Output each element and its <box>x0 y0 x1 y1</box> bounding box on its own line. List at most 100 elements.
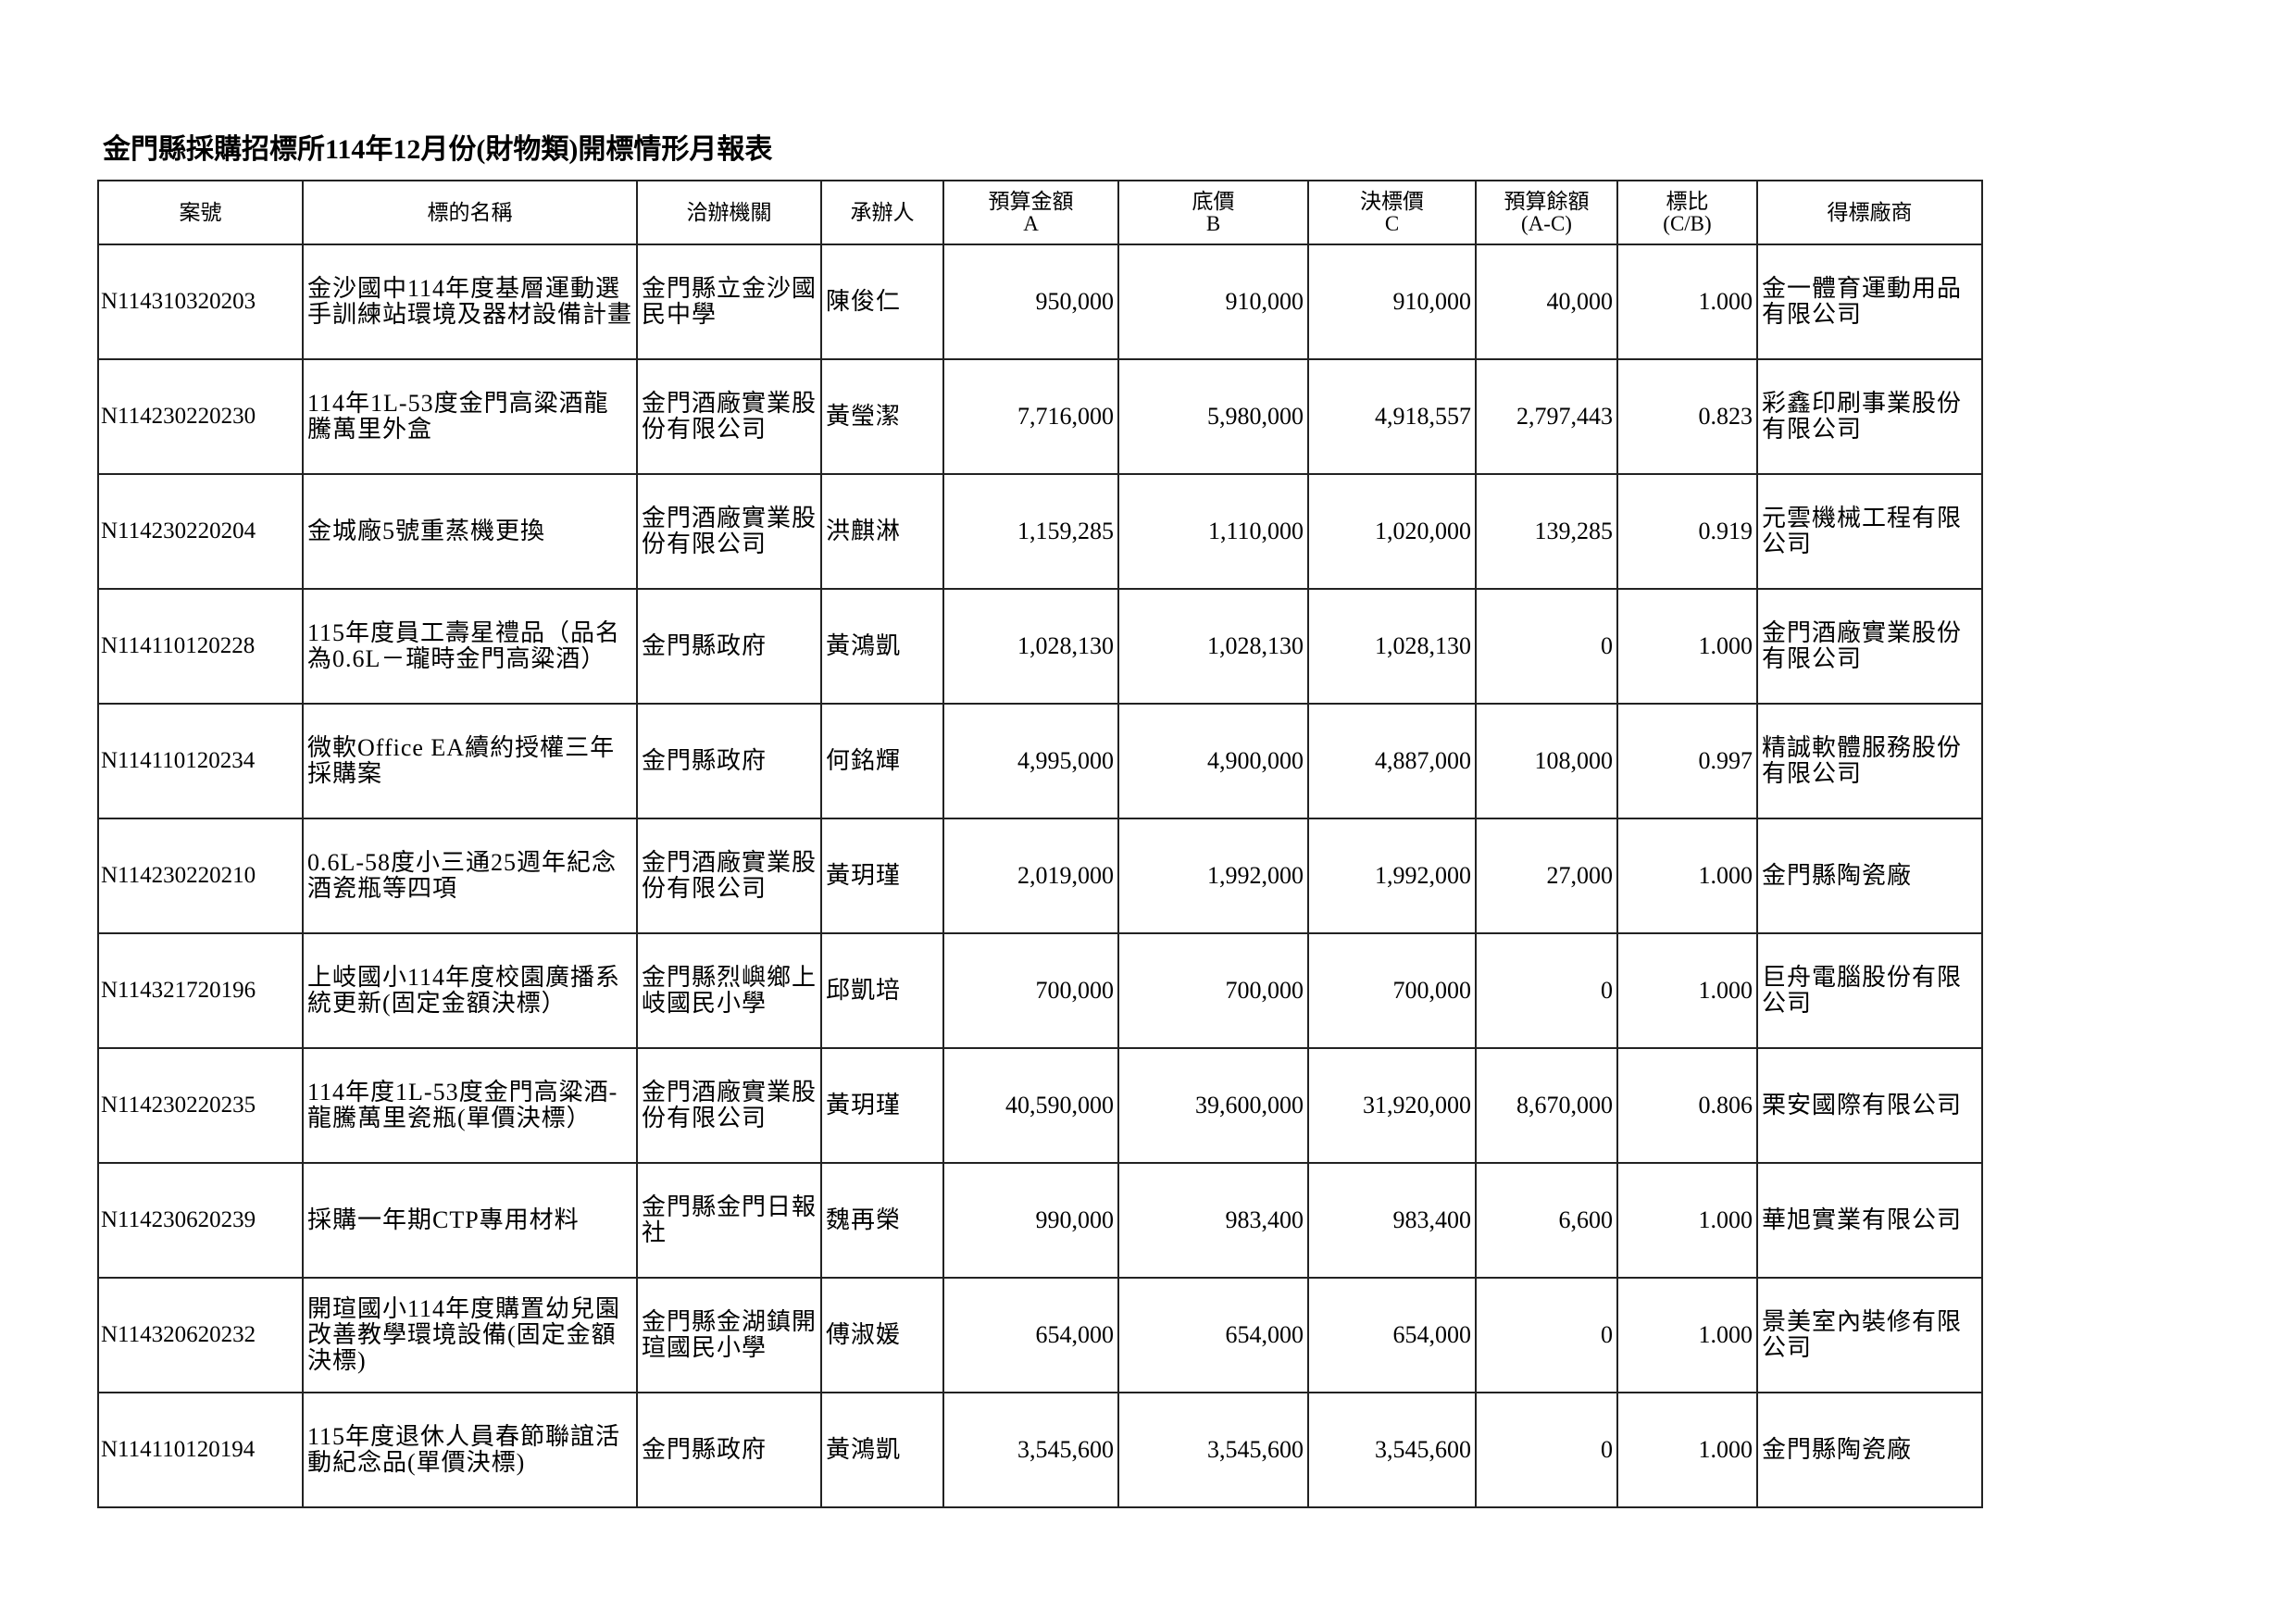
cell-agency: 金門縣政府 <box>636 1392 822 1508</box>
cell-ratio: 1.000 <box>1616 1392 1758 1508</box>
header-sublabel: A <box>1023 211 1039 235</box>
cell-ratio: 0.823 <box>1616 358 1758 475</box>
table-row: N114110120234 微軟Office EA續約授權三年採購案 金門縣政府 何銘… <box>97 703 1983 819</box>
cell-budget: 990,000 <box>942 1162 1119 1279</box>
cell-case-no: N114321720196 <box>97 932 304 1049</box>
cell-vendor: 金門酒廠實業股份有限公司 <box>1756 588 1983 705</box>
table-row: N114230620239 採購一年期CTP專用材料 金門縣金門日報社 魏再榮 990,… <box>97 1162 1983 1279</box>
table-row: N114110120228 115年度員工壽星禮品（品名為0.6L－瓏時金門高粱酒… <box>97 588 1983 705</box>
cell-handler: 傅淑媛 <box>820 1277 944 1393</box>
header-agency: 洽辦機關 <box>636 180 822 245</box>
header-label: 決標價 <box>1360 189 1424 213</box>
header-label: 標的名稱 <box>427 200 513 224</box>
header-budget: 預算金額 A <box>942 180 1119 245</box>
cell-case-no: N114230220235 <box>97 1047 304 1164</box>
report-title: 金門縣採購招標所114年12月份(財物類)開標情形月報表 <box>103 134 773 165</box>
cell-ratio: 0.806 <box>1616 1047 1758 1164</box>
header-label: 預算金額 <box>988 189 1074 213</box>
header-award-price: 決標價 C <box>1307 180 1477 245</box>
cell-case-no: N114310320203 <box>97 244 304 360</box>
cell-award-price: 1,992,000 <box>1307 818 1477 934</box>
cell-name: 開瑄國小114年度購置幼兒園改善教學環境設備(固定金額決標) <box>302 1277 638 1393</box>
cell-handler: 邱凱培 <box>820 932 944 1049</box>
cell-agency: 金門酒廠實業股份有限公司 <box>636 358 822 475</box>
cell-award-price: 31,920,000 <box>1307 1047 1477 1164</box>
cell-name: 微軟Office EA續約授權三年採購案 <box>302 703 638 819</box>
cell-agency: 金門縣政府 <box>636 703 822 819</box>
cell-base-price: 1,028,130 <box>1117 588 1309 705</box>
table-row: N114320620232 開瑄國小114年度購置幼兒園改善教學環境設備(固定金額… <box>97 1277 1983 1393</box>
table-row: N114321720196 上岐國小114年度校園廣播系統更新(固定金額決標） 金門… <box>97 932 1983 1049</box>
cell-name: 採購一年期CTP專用材料 <box>302 1162 638 1279</box>
cell-base-price: 3,545,600 <box>1117 1392 1309 1508</box>
cell-handler: 黃瑩潔 <box>820 358 944 475</box>
table-row: N114230220230 114年1L-53度金門高粱酒龍騰萬里外盒 金門酒廠實業… <box>97 358 1983 475</box>
cell-base-price: 1,992,000 <box>1117 818 1309 934</box>
cell-budget: 4,995,000 <box>942 703 1119 819</box>
cell-remaining: 0 <box>1475 1392 1618 1508</box>
header-sublabel: (A-C) <box>1521 211 1572 235</box>
cell-agency: 金門酒廠實業股份有限公司 <box>636 818 822 934</box>
cell-remaining: 108,000 <box>1475 703 1618 819</box>
cell-remaining: 0 <box>1475 1277 1618 1393</box>
header-label: 預算餘額 <box>1504 189 1590 213</box>
cell-budget: 7,716,000 <box>942 358 1119 475</box>
cell-budget: 950,000 <box>942 244 1119 360</box>
cell-ratio: 1.000 <box>1616 1277 1758 1393</box>
cell-case-no: N114110120234 <box>97 703 304 819</box>
cell-name: 金沙國中114年度基層運動選手訓練站環境及器材設備計畫 <box>302 244 638 360</box>
cell-agency: 金門縣金湖鎮開瑄國民小學 <box>636 1277 822 1393</box>
cell-remaining: 2,797,443 <box>1475 358 1618 475</box>
cell-base-price: 39,600,000 <box>1117 1047 1309 1164</box>
table-row: N114230220210 0.6L-58度小三通25週年紀念酒瓷瓶等四項 金門酒廠… <box>97 818 1983 934</box>
header-sublabel: C <box>1384 211 1400 235</box>
header-label: 得標廠商 <box>1827 200 1913 224</box>
cell-name: 114年度1L-53度金門高粱酒-龍騰萬里瓷瓶(單價決標） <box>302 1047 638 1164</box>
cell-award-price: 910,000 <box>1307 244 1477 360</box>
cell-case-no: N114230620239 <box>97 1162 304 1279</box>
header-base-price: 底價 B <box>1117 180 1309 245</box>
cell-handler: 黃鴻凱 <box>820 588 944 705</box>
header-label: 承辦人 <box>850 200 915 224</box>
cell-vendor: 彩鑫印刷事業股份有限公司 <box>1756 358 1983 475</box>
cell-handler: 黃玥瑾 <box>820 818 944 934</box>
cell-base-price: 5,980,000 <box>1117 358 1309 475</box>
header-remaining-budget: 預算餘額 (A-C) <box>1475 180 1618 245</box>
cell-base-price: 700,000 <box>1117 932 1309 1049</box>
cell-award-price: 3,545,600 <box>1307 1392 1477 1508</box>
cell-award-price: 4,887,000 <box>1307 703 1477 819</box>
cell-handler: 陳俊仁 <box>820 244 944 360</box>
cell-vendor: 景美室內裝修有限公司 <box>1756 1277 1983 1393</box>
cell-award-price: 1,028,130 <box>1307 588 1477 705</box>
cell-base-price: 910,000 <box>1117 244 1309 360</box>
cell-ratio: 1.000 <box>1616 1162 1758 1279</box>
cell-vendor: 華旭實業有限公司 <box>1756 1162 1983 1279</box>
cell-budget: 1,159,285 <box>942 473 1119 590</box>
cell-ratio: 1.000 <box>1616 244 1758 360</box>
cell-budget: 40,590,000 <box>942 1047 1119 1164</box>
header-label: 洽辦機關 <box>686 200 772 224</box>
cell-handler: 何銘輝 <box>820 703 944 819</box>
cell-agency: 金門酒廠實業股份有限公司 <box>636 1047 822 1164</box>
cell-budget: 1,028,130 <box>942 588 1119 705</box>
cell-name: 上岐國小114年度校園廣播系統更新(固定金額決標） <box>302 932 638 1049</box>
cell-handler: 洪麒淋 <box>820 473 944 590</box>
cell-agency: 金門酒廠實業股份有限公司 <box>636 473 822 590</box>
table-row: N114110120194 115年度退休人員春節聯誼活動紀念品(單價決標) 金門縣… <box>97 1392 1983 1508</box>
cell-name: 金城廠5號重蒸機更換 <box>302 473 638 590</box>
cell-remaining: 6,600 <box>1475 1162 1618 1279</box>
header-vendor: 得標廠商 <box>1756 180 1983 245</box>
cell-remaining: 27,000 <box>1475 818 1618 934</box>
header-label: 底價 <box>1192 189 1235 213</box>
cell-ratio: 1.000 <box>1616 932 1758 1049</box>
header-sublabel: (C/B) <box>1663 211 1712 235</box>
cell-case-no: N114230220204 <box>97 473 304 590</box>
cell-name: 115年度員工壽星禮品（品名為0.6L－瓏時金門高粱酒） <box>302 588 638 705</box>
cell-ratio: 0.919 <box>1616 473 1758 590</box>
tender-report-table: 案號 標的名稱 洽辦機關 承辦人 預算金額 A 底價 B 決標價 C 預算餘額 (A-C) 標比 (C/B… <box>97 180 1983 1508</box>
cell-case-no: N114230220210 <box>97 818 304 934</box>
cell-handler: 黃鴻凱 <box>820 1392 944 1508</box>
header-case-no: 案號 <box>97 180 304 245</box>
cell-budget: 700,000 <box>942 932 1119 1049</box>
cell-ratio: 1.000 <box>1616 588 1758 705</box>
